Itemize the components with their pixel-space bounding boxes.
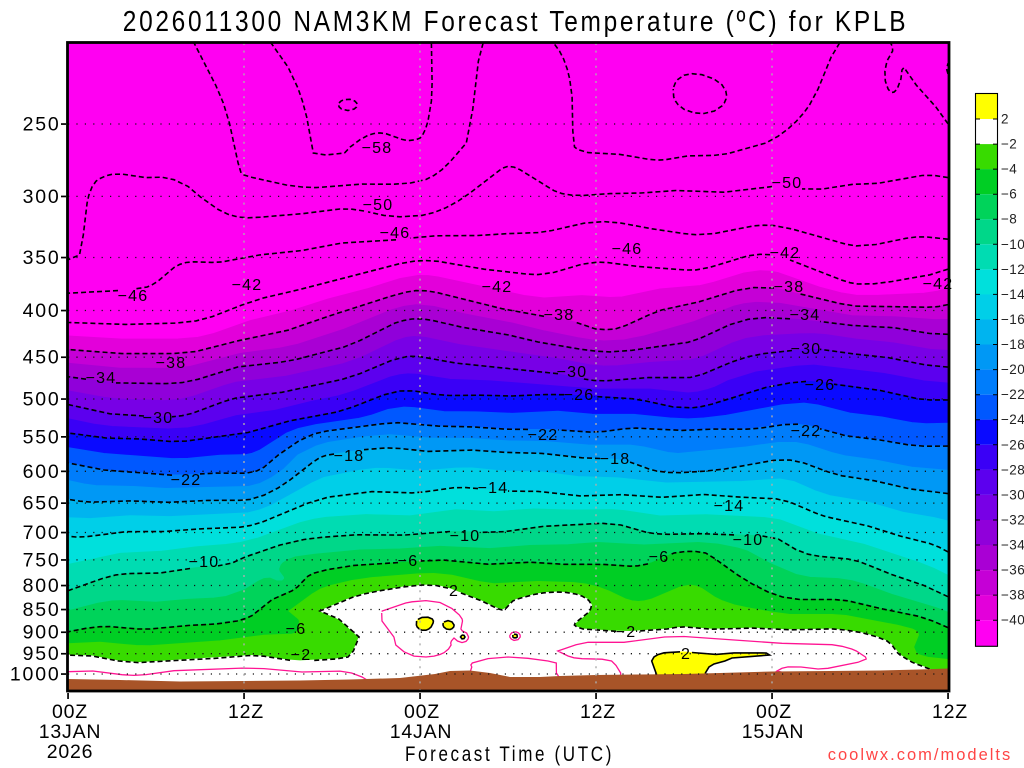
svg-text:−10: −10 <box>1001 237 1024 252</box>
svg-text:−14: −14 <box>1001 287 1024 302</box>
svg-text:−2: −2 <box>291 647 312 664</box>
svg-text:1000: 1000 <box>10 664 61 686</box>
svg-text:−8: −8 <box>1001 212 1017 227</box>
svg-text:−30: −30 <box>1001 487 1024 502</box>
svg-text:−30: −30 <box>791 341 822 358</box>
svg-text:400: 400 <box>23 300 61 322</box>
svg-text:2: 2 <box>449 583 459 600</box>
svg-text:−50: −50 <box>772 175 803 192</box>
svg-text:−34: −34 <box>86 370 117 387</box>
svg-text:700: 700 <box>23 522 61 544</box>
svg-text:−2: −2 <box>616 624 637 641</box>
svg-text:850: 850 <box>23 599 61 621</box>
svg-text:2026011300 NAM3KM Forecast Tem: 2026011300 NAM3KM Forecast Temperature (… <box>123 5 908 37</box>
svg-text:−2: −2 <box>1001 137 1017 152</box>
svg-text:00Z: 00Z <box>404 701 440 723</box>
svg-text:900: 900 <box>23 622 61 644</box>
svg-text:−38: −38 <box>544 307 575 324</box>
svg-text:550: 550 <box>23 426 61 448</box>
svg-text:−22: −22 <box>528 427 559 444</box>
svg-text:00Z: 00Z <box>756 701 792 723</box>
svg-text:−20: −20 <box>1001 362 1024 377</box>
svg-text:350: 350 <box>23 247 61 269</box>
svg-text:250: 250 <box>23 114 61 136</box>
svg-text:−12: −12 <box>1001 262 1024 277</box>
svg-text:−22: −22 <box>171 472 202 489</box>
svg-text:−14: −14 <box>714 498 745 515</box>
svg-text:−18: −18 <box>600 451 631 468</box>
svg-text:−6: −6 <box>286 621 307 638</box>
svg-text:−10: −10 <box>450 528 481 545</box>
svg-text:−28: −28 <box>1001 462 1024 477</box>
svg-text:2: 2 <box>681 646 691 663</box>
svg-text:−34: −34 <box>790 307 821 324</box>
svg-text:coolwx.com/modelts: coolwx.com/modelts <box>828 746 1013 764</box>
svg-text:−10: −10 <box>733 532 764 549</box>
svg-text:450: 450 <box>23 347 61 369</box>
svg-text:−24: −24 <box>1001 412 1024 427</box>
svg-text:−38: −38 <box>774 279 805 296</box>
svg-text:−32: −32 <box>1001 512 1024 527</box>
svg-text:−30: −30 <box>557 364 588 381</box>
svg-text:300: 300 <box>23 186 61 208</box>
svg-text:14JAN: 14JAN <box>390 721 453 743</box>
svg-text:12Z: 12Z <box>580 701 616 723</box>
svg-text:−42: −42 <box>482 279 513 296</box>
svg-text:−38: −38 <box>1001 588 1024 603</box>
svg-text:−42: −42 <box>770 245 801 262</box>
svg-text:−4: −4 <box>1001 162 1017 177</box>
svg-text:2026: 2026 <box>47 741 94 763</box>
svg-text:−22: −22 <box>791 423 822 440</box>
svg-text:−26: −26 <box>564 387 595 404</box>
svg-text:12Z: 12Z <box>932 701 968 723</box>
svg-text:−26: −26 <box>805 377 836 394</box>
svg-text:−42: −42 <box>923 276 954 293</box>
svg-text:15JAN: 15JAN <box>742 721 805 743</box>
svg-text:−26: −26 <box>1001 437 1024 452</box>
svg-text:−18: −18 <box>1001 337 1024 352</box>
svg-text:−46: −46 <box>118 288 149 305</box>
svg-text:−58: −58 <box>362 140 393 157</box>
svg-text:750: 750 <box>23 549 61 571</box>
svg-text:−42: −42 <box>232 277 263 294</box>
svg-text:950: 950 <box>23 643 61 665</box>
svg-text:13JAN: 13JAN <box>39 721 102 743</box>
svg-text:12Z: 12Z <box>228 701 264 723</box>
svg-text:−22: −22 <box>1001 387 1024 402</box>
svg-text:−14: −14 <box>478 480 509 497</box>
svg-text:00Z: 00Z <box>52 701 88 723</box>
svg-text:500: 500 <box>23 389 61 411</box>
svg-text:−6: −6 <box>1001 187 1017 202</box>
svg-text:−46: −46 <box>380 225 411 242</box>
svg-text:−18: −18 <box>334 448 365 465</box>
svg-text:−40: −40 <box>1001 613 1024 628</box>
svg-text:−36: −36 <box>1001 563 1024 578</box>
svg-text:600: 600 <box>23 461 61 483</box>
svg-text:800: 800 <box>23 575 61 597</box>
svg-text:−46: −46 <box>612 241 643 258</box>
svg-text:−50: −50 <box>363 197 394 214</box>
svg-text:650: 650 <box>23 493 61 515</box>
svg-text:−6: −6 <box>649 549 670 566</box>
svg-text:−30: −30 <box>143 410 174 427</box>
svg-text:−38: −38 <box>156 355 187 372</box>
svg-text:Forecast Time (UTC): Forecast Time (UTC) <box>405 743 614 766</box>
svg-text:2: 2 <box>1001 112 1009 127</box>
svg-text:−34: −34 <box>1001 538 1024 553</box>
svg-text:−16: −16 <box>1001 312 1024 327</box>
svg-text:−6: −6 <box>398 553 419 570</box>
svg-text:−10: −10 <box>189 554 220 571</box>
